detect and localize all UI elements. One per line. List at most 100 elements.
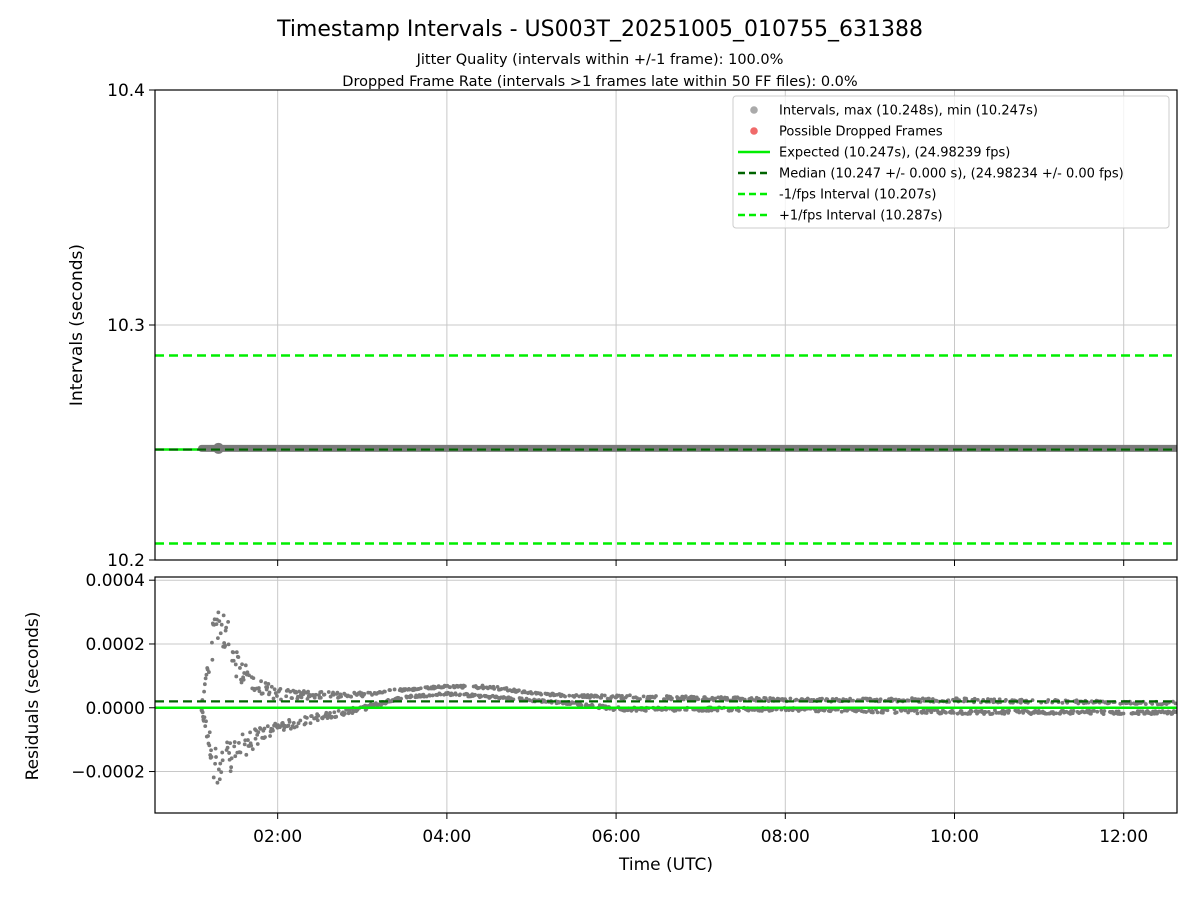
residual-point — [454, 692, 458, 697]
residual-point — [907, 698, 911, 703]
residual-point — [595, 694, 600, 699]
residual-point — [213, 746, 218, 751]
residual-point — [324, 710, 329, 715]
residual-point — [1071, 709, 1076, 713]
residual-point — [1136, 712, 1141, 717]
residual-point — [641, 694, 646, 699]
bottom-panel-frame — [154, 576, 1178, 814]
residual-point — [233, 754, 238, 759]
residual-point — [240, 732, 245, 737]
residual-point — [256, 686, 261, 690]
residual-point — [207, 743, 212, 748]
residual-point — [539, 692, 544, 697]
residual-point — [932, 708, 937, 713]
residual-point — [706, 709, 711, 713]
residual-point — [214, 622, 219, 627]
residual-point — [273, 691, 278, 695]
residual-point — [332, 710, 337, 715]
residual-point — [705, 697, 710, 702]
residual-point — [211, 775, 216, 780]
residual-point — [1018, 700, 1023, 705]
residual-point — [275, 694, 279, 698]
residual-point — [217, 619, 222, 624]
residual-point — [216, 767, 221, 772]
legend-label: Expected (10.247s), (24.98239 fps) — [779, 146, 1010, 161]
residual-point — [788, 696, 793, 701]
legend-label: Intervals, max (10.248s), min (10.247s) — [779, 104, 1038, 119]
residual-point — [220, 758, 225, 763]
residual-point — [339, 694, 344, 699]
residual-point — [1004, 697, 1008, 702]
residual-point — [231, 650, 236, 655]
residual-point — [517, 688, 521, 693]
residual-point — [209, 755, 214, 759]
residual-point — [238, 666, 242, 670]
residual-point — [207, 670, 211, 674]
residual-point — [306, 689, 310, 694]
residual-point — [392, 687, 397, 692]
residual-point — [1102, 709, 1107, 713]
residual-point — [223, 628, 228, 633]
x-tick-label: 02:00 — [253, 827, 302, 847]
x-axis-label: Time (UTC) — [618, 855, 713, 875]
residual-point — [218, 631, 223, 636]
residual-point — [1046, 698, 1051, 702]
residual-point — [318, 695, 323, 700]
residual-point — [202, 689, 207, 694]
residual-point — [399, 696, 403, 701]
residual-point — [418, 686, 423, 691]
dropped-frame-subtitle: Dropped Frame Rate (intervals >1 frames … — [342, 74, 857, 90]
residual-point — [864, 710, 868, 714]
residual-point — [269, 684, 274, 689]
residual-point — [961, 699, 966, 704]
residual-point — [635, 696, 640, 701]
residual-point — [286, 723, 291, 728]
residual-point — [236, 655, 241, 659]
residual-point — [271, 696, 276, 701]
residual-point — [242, 742, 247, 747]
residual-point — [220, 750, 225, 755]
residual-point — [233, 662, 238, 667]
residual-point — [294, 724, 299, 729]
residual-point — [481, 685, 486, 690]
residual-point — [715, 708, 720, 713]
residual-point — [602, 693, 607, 698]
residual-point — [236, 741, 241, 745]
legend-box — [732, 95, 1170, 229]
residual-point — [225, 740, 230, 745]
residual-point — [499, 686, 504, 691]
residual-point — [944, 710, 948, 715]
chart-title: Timestamp Intervals - US003T_20251005_01… — [276, 17, 923, 42]
residual-point — [266, 682, 271, 686]
residual-point — [839, 709, 844, 714]
residual-point — [800, 697, 805, 702]
bottom-y-axis-label: Residuals (seconds) — [23, 612, 43, 781]
residual-point — [228, 741, 233, 746]
residual-point — [326, 690, 331, 694]
residual-point — [342, 711, 347, 716]
residual-point — [927, 696, 931, 701]
residual-point — [438, 692, 443, 697]
residual-point — [600, 693, 604, 698]
residual-point — [1101, 712, 1106, 716]
residual-point — [951, 710, 956, 715]
residual-point — [479, 694, 484, 699]
residual-point — [309, 714, 314, 718]
residual-point — [448, 685, 452, 690]
residual-point — [260, 691, 265, 696]
jitter-quality-subtitle: Jitter Quality (intervals within +/-1 fr… — [416, 52, 784, 68]
residual-point — [530, 691, 535, 696]
residual-point — [1143, 702, 1148, 706]
residual-point — [662, 697, 667, 702]
residual-point — [654, 694, 658, 698]
residual-point — [462, 684, 467, 689]
residual-point — [229, 765, 234, 770]
residual-point — [246, 738, 250, 742]
residual-point — [256, 730, 261, 735]
residual-point — [617, 693, 622, 698]
top-y-tick-label: 10.2 — [107, 551, 145, 571]
residual-point — [248, 730, 252, 735]
legend-label: Median (10.247 +/- 0.000 s), (24.98234 +… — [779, 167, 1124, 182]
residual-point — [299, 695, 304, 700]
